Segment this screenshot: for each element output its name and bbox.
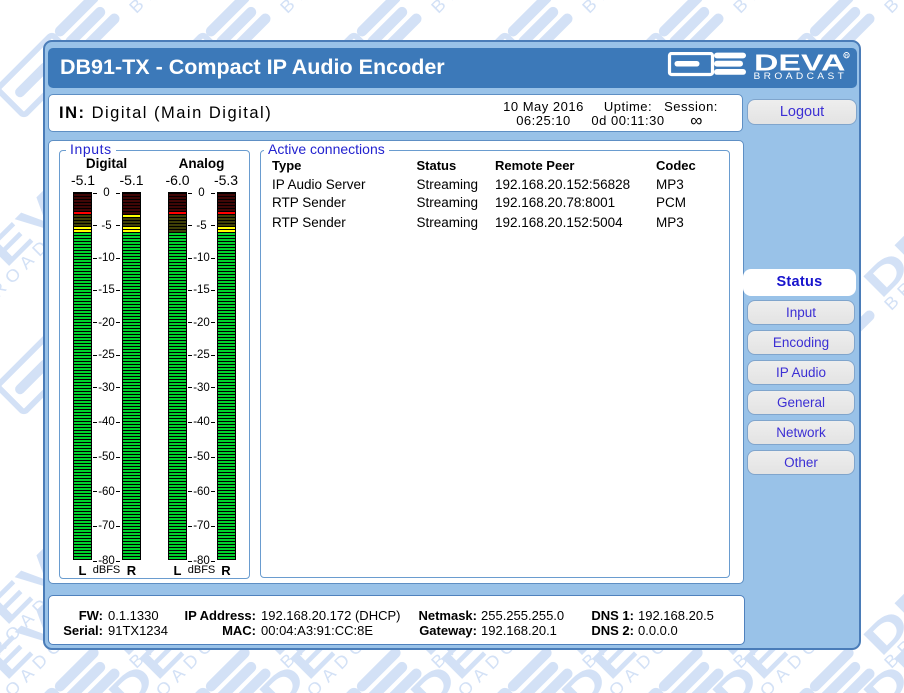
svg-text:DEVA: DEVA: [754, 52, 845, 76]
svg-text:R: R: [844, 53, 848, 58]
svg-text:BROADCAST: BROADCAST: [753, 71, 847, 82]
